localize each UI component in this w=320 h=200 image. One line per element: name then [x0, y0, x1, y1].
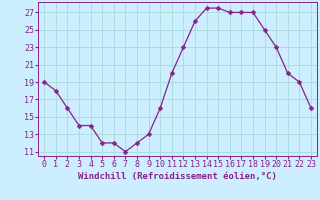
X-axis label: Windchill (Refroidissement éolien,°C): Windchill (Refroidissement éolien,°C) [78, 172, 277, 181]
